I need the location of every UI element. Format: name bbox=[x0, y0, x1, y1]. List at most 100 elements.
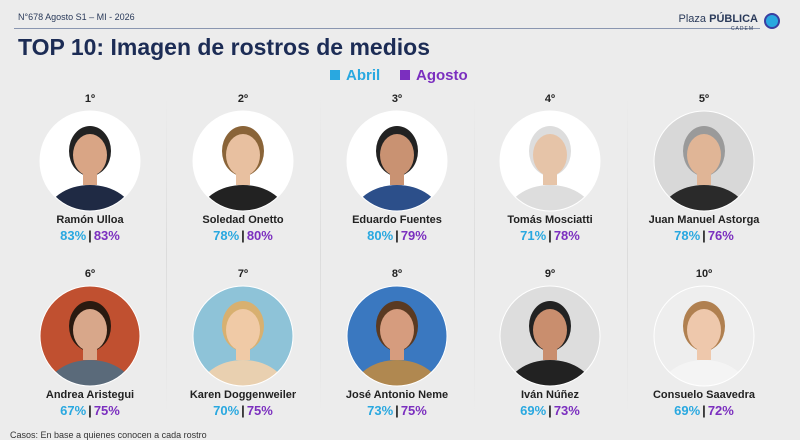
body bbox=[46, 360, 134, 386]
rank: 1º bbox=[84, 93, 96, 105]
portrait bbox=[499, 110, 601, 212]
name: Eduardo Fuentes bbox=[352, 214, 442, 226]
agosto-pct: 73% bbox=[553, 403, 580, 418]
portrait bbox=[499, 285, 601, 387]
rank: 3º bbox=[391, 93, 403, 105]
name: Ramón Ulloa bbox=[56, 214, 124, 226]
agosto-pct: 75% bbox=[246, 403, 273, 418]
portrait-ring bbox=[346, 285, 448, 387]
agosto-pct: 83% bbox=[93, 228, 120, 243]
body bbox=[46, 185, 134, 211]
face bbox=[226, 309, 260, 351]
separator: | bbox=[241, 228, 245, 243]
separator: | bbox=[395, 228, 399, 243]
percentages: 71% | 78% bbox=[475, 228, 625, 243]
legend-label: Agosto bbox=[416, 67, 468, 84]
photo bbox=[347, 111, 447, 211]
name: Karen Doggenweiler bbox=[189, 389, 297, 401]
footnote: Casos: En base a quienes conocen a cada … bbox=[10, 430, 207, 440]
portrait-ring bbox=[192, 110, 294, 212]
agosto-pct: 78% bbox=[553, 228, 580, 243]
brand: Plaza PÚBLICA bbox=[679, 13, 758, 25]
face bbox=[380, 309, 414, 351]
name: José Antonio Neme bbox=[345, 389, 449, 401]
body bbox=[660, 185, 748, 211]
column-separator bbox=[627, 95, 628, 415]
photo bbox=[654, 286, 754, 386]
rank: 6º bbox=[84, 268, 96, 280]
photo bbox=[193, 286, 293, 386]
brand-b: PÚBLICA bbox=[709, 13, 758, 25]
portrait bbox=[653, 285, 755, 387]
abril-pct: 71% bbox=[520, 228, 547, 243]
abril-pct: 73% bbox=[367, 403, 394, 418]
separator: | bbox=[88, 403, 92, 418]
separator: | bbox=[702, 228, 706, 243]
portrait bbox=[192, 110, 294, 212]
abril-pct: 69% bbox=[520, 403, 547, 418]
photo bbox=[347, 286, 447, 386]
brand-a: Plaza bbox=[678, 13, 707, 25]
rank: 9º bbox=[544, 268, 556, 280]
portrait bbox=[346, 110, 448, 212]
photo bbox=[193, 111, 293, 211]
rank: 10º bbox=[695, 268, 713, 280]
abril-pct: 69% bbox=[674, 403, 701, 418]
name: Tomás Mosciatti bbox=[507, 214, 593, 226]
separator: | bbox=[395, 403, 399, 418]
abril-pct: 67% bbox=[60, 403, 87, 418]
portrait-ring bbox=[39, 110, 141, 212]
percentages: 67% | 75% bbox=[15, 403, 165, 418]
name: Juan Manuel Astorga bbox=[648, 214, 760, 226]
abril-pct: 70% bbox=[213, 403, 240, 418]
separator: | bbox=[548, 228, 552, 243]
header-rule bbox=[14, 28, 760, 29]
issue-label: N°678 Agosto S1 – MI - 2026 bbox=[18, 12, 135, 22]
percentages: 69% | 73% bbox=[475, 403, 625, 418]
body bbox=[506, 185, 594, 211]
name: Soledad Onetto bbox=[202, 214, 284, 226]
agosto-pct: 72% bbox=[707, 403, 734, 418]
body bbox=[199, 185, 287, 211]
portrait bbox=[39, 110, 141, 212]
percentages: 80% | 79% bbox=[322, 228, 472, 243]
photo bbox=[654, 111, 754, 211]
separator: | bbox=[702, 403, 706, 418]
portrait-ring bbox=[499, 285, 601, 387]
body bbox=[353, 185, 441, 211]
separator: | bbox=[241, 403, 245, 418]
column-separator bbox=[320, 95, 321, 415]
agosto-pct: 75% bbox=[400, 403, 427, 418]
rank: 2º bbox=[237, 93, 249, 105]
title: TOP 10: Imagen de rostros de medios bbox=[18, 34, 431, 60]
abril-pct: 78% bbox=[674, 228, 701, 243]
portrait-ring bbox=[39, 285, 141, 387]
percentages: 78% | 80% bbox=[168, 228, 318, 243]
abril-pct: 80% bbox=[367, 228, 394, 243]
name: Andrea Aristegui bbox=[45, 389, 135, 401]
face bbox=[687, 309, 721, 351]
portrait bbox=[39, 285, 141, 387]
body bbox=[353, 360, 441, 386]
rank: 4º bbox=[544, 93, 556, 105]
portrait bbox=[192, 285, 294, 387]
agosto-pct: 80% bbox=[246, 228, 273, 243]
portrait-ring bbox=[653, 110, 755, 212]
face bbox=[533, 134, 567, 176]
separator: | bbox=[88, 228, 92, 243]
column-separator bbox=[474, 95, 475, 415]
agosto-pct: 76% bbox=[707, 228, 734, 243]
portrait-ring bbox=[192, 285, 294, 387]
body bbox=[660, 360, 748, 386]
percentages: 78% | 76% bbox=[629, 228, 779, 243]
body bbox=[199, 360, 287, 386]
agosto-pct: 79% bbox=[400, 228, 427, 243]
brand-sub: CADEM bbox=[730, 26, 754, 32]
face bbox=[73, 309, 107, 351]
legend-label: Abril bbox=[346, 67, 381, 84]
photo bbox=[500, 286, 600, 386]
legend-agosto: Agosto bbox=[400, 67, 468, 84]
face bbox=[380, 134, 414, 176]
face bbox=[226, 134, 260, 176]
